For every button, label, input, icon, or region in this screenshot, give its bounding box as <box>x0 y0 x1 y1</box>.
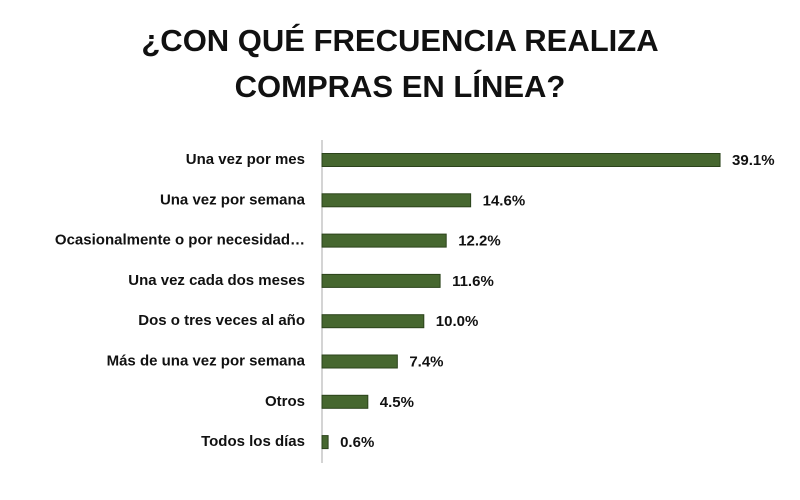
value-label: 11.6% <box>452 273 494 290</box>
category-label: Una vez por semana <box>160 191 306 208</box>
category-label: Otros <box>265 393 305 410</box>
value-label: 10.0% <box>436 313 479 330</box>
bar <box>321 273 441 288</box>
category-label: Una vez por mes <box>186 151 305 168</box>
bar <box>321 314 425 329</box>
value-label: 4.5% <box>380 394 414 411</box>
value-label: 0.6% <box>340 434 374 451</box>
category-label: Una vez cada dos meses <box>128 272 305 289</box>
bar <box>321 354 398 369</box>
category-label: Ocasionalmente o por necesidad… <box>55 232 305 249</box>
value-label: 14.6% <box>483 192 526 209</box>
category-label: Más de una vez por semana <box>107 352 306 369</box>
bar <box>321 394 369 409</box>
value-label: 7.4% <box>409 353 443 370</box>
category-label: Todos los días <box>201 433 305 450</box>
bar <box>321 193 472 208</box>
chart-title: ¿CON QUÉ FRECUENCIA REALIZA COMPRAS EN L… <box>141 23 659 104</box>
value-label: 39.1% <box>732 152 775 169</box>
bar <box>321 435 329 450</box>
value-label: 12.2% <box>458 233 501 250</box>
bar <box>321 233 447 248</box>
category-label: Dos o tres veces al año <box>138 312 305 329</box>
bar <box>321 153 721 167</box>
